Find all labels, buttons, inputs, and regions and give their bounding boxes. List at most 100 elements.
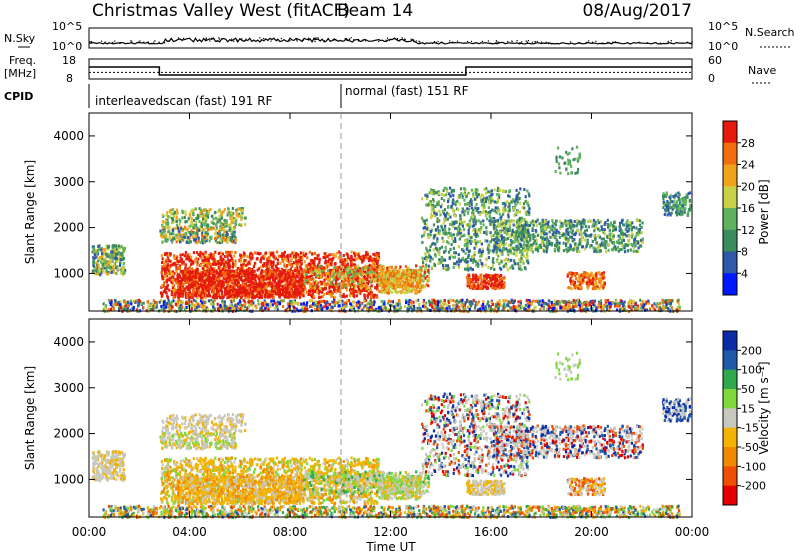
power-cell — [208, 272, 211, 276]
power-cell — [197, 257, 200, 261]
power-cell — [262, 282, 265, 286]
power-cell — [142, 305, 145, 309]
power-cell — [97, 264, 100, 268]
power-cell — [164, 286, 167, 289]
power-cell — [105, 245, 108, 249]
power-cell — [345, 288, 349, 292]
power-cell — [378, 273, 381, 277]
power-cell — [193, 293, 196, 297]
power-cell — [264, 251, 268, 255]
power-cell — [322, 255, 325, 259]
power-cell — [425, 301, 428, 305]
power-cell — [299, 292, 302, 296]
power-cell — [173, 256, 176, 260]
power-cell — [168, 235, 171, 239]
power-cell — [267, 273, 271, 277]
power-cell — [184, 220, 187, 224]
nsearch-point — [240, 38, 242, 40]
power-cell — [107, 298, 111, 302]
power-cell — [215, 235, 218, 239]
power-cell — [259, 295, 262, 299]
power-cell — [179, 253, 182, 257]
power-cell — [278, 270, 281, 274]
power-cell — [93, 256, 96, 260]
nsearch-point — [402, 39, 405, 41]
nsearch-point — [177, 37, 179, 39]
power-cell — [298, 258, 301, 262]
power-cell — [195, 257, 198, 261]
nsearch-point — [474, 42, 476, 44]
power-cell — [308, 292, 311, 296]
power-cell — [173, 272, 176, 275]
power-cell — [243, 259, 246, 262]
power-cell — [369, 255, 372, 259]
power-cell — [200, 233, 204, 237]
power-cell — [290, 258, 293, 262]
power-cell — [177, 283, 180, 287]
power-cell — [365, 285, 368, 289]
power-cell — [109, 259, 112, 263]
power-cell — [422, 278, 425, 282]
nsearch-point — [378, 39, 380, 41]
power-cell — [91, 250, 94, 254]
power-cell — [242, 254, 245, 258]
power-cell — [230, 250, 234, 254]
power-cell — [380, 283, 383, 287]
power-cell — [318, 286, 321, 290]
power-cell — [123, 247, 127, 251]
power-cell — [402, 287, 405, 291]
power-cell — [194, 237, 197, 241]
power-cell — [498, 299, 501, 302]
power-cell — [353, 254, 357, 258]
power-cell — [360, 283, 363, 287]
power-cell — [118, 244, 121, 248]
power-cell — [194, 220, 197, 224]
power-cell — [282, 254, 285, 258]
power-cell — [215, 269, 218, 273]
nsearch-point — [659, 42, 662, 44]
power-cell — [181, 287, 184, 291]
power-cell — [101, 259, 104, 263]
power-cell — [378, 265, 381, 269]
power-cell — [176, 259, 179, 263]
power-cell — [322, 287, 325, 291]
power-cell — [639, 298, 642, 302]
power-cell — [92, 256, 95, 260]
power-cell — [119, 300, 122, 304]
power-cell — [202, 220, 205, 224]
power-cell — [313, 294, 316, 298]
power-cell — [233, 230, 236, 234]
power-cell — [112, 252, 115, 256]
power-cell — [216, 277, 219, 281]
power-cell — [106, 265, 109, 269]
power-cell — [177, 232, 180, 236]
power-cell — [482, 300, 485, 304]
power-cell — [98, 269, 101, 273]
power-cell — [175, 217, 178, 221]
nsearch-point — [511, 41, 513, 43]
power-cell — [201, 209, 204, 213]
power-cell — [96, 249, 99, 253]
power-cell — [386, 291, 389, 295]
power-cell — [92, 247, 95, 251]
power-cell — [200, 212, 203, 216]
power-cell — [205, 212, 208, 216]
power-cell — [276, 283, 279, 287]
power-cell — [399, 285, 402, 289]
power-cell — [303, 260, 306, 264]
power-cell — [354, 284, 357, 288]
power-cell — [369, 280, 372, 284]
power-cell — [188, 265, 191, 269]
power-cell — [191, 275, 194, 279]
power-cell — [381, 289, 384, 293]
power-cell — [242, 293, 245, 297]
power-cell — [226, 213, 229, 217]
power-cell — [234, 279, 237, 283]
power-cell — [308, 285, 312, 289]
power-cell — [206, 263, 209, 267]
power-cell — [169, 272, 172, 276]
power-cell — [232, 218, 235, 222]
nsearch-point — [218, 40, 220, 42]
power-cell — [331, 274, 334, 278]
power-cell — [119, 258, 122, 262]
